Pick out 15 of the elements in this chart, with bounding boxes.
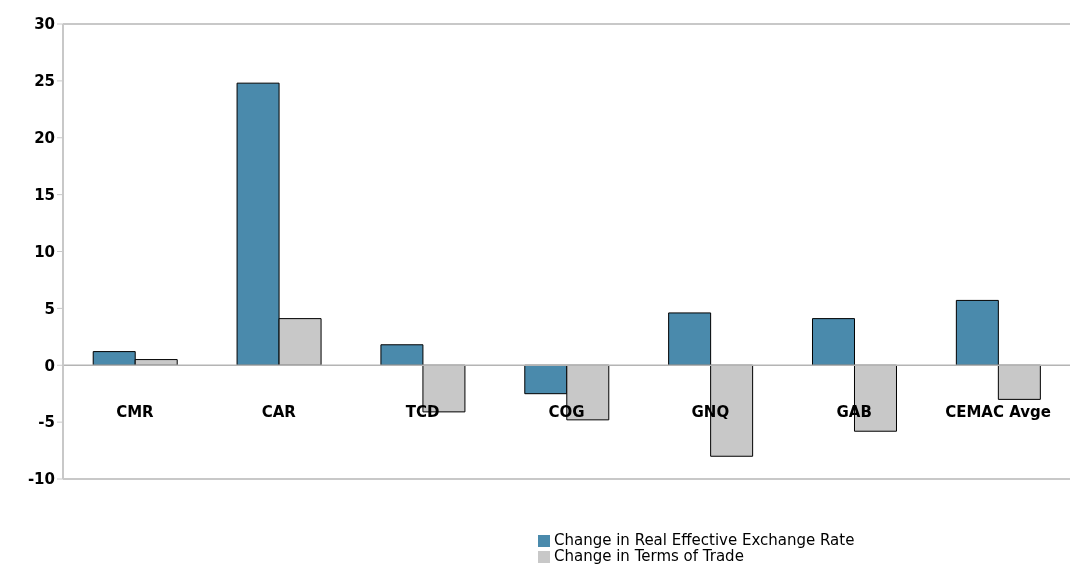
y-tick-label: 10 bbox=[34, 242, 55, 261]
y-tick-label: -10 bbox=[27, 470, 55, 489]
x-tick-label: CEMAC Avge bbox=[945, 402, 1051, 421]
y-tick-label: 20 bbox=[34, 129, 55, 148]
legend-label: Change in Terms of Trade bbox=[554, 547, 744, 564]
y-tick-label: 5 bbox=[44, 299, 55, 318]
y-tick-label: 15 bbox=[34, 185, 55, 204]
x-tick-label: CAR bbox=[261, 402, 297, 421]
x-tick-label: TCD bbox=[405, 402, 440, 421]
y-tick-label: 25 bbox=[34, 72, 55, 91]
y-tick-label: 0 bbox=[44, 356, 55, 375]
x-tick-label: CMR bbox=[116, 402, 155, 421]
legend-label: Change in Real Effective Exchange Rate bbox=[554, 531, 855, 549]
y-tick-label: 30 bbox=[34, 15, 55, 34]
y-tick-label: -5 bbox=[38, 413, 55, 432]
